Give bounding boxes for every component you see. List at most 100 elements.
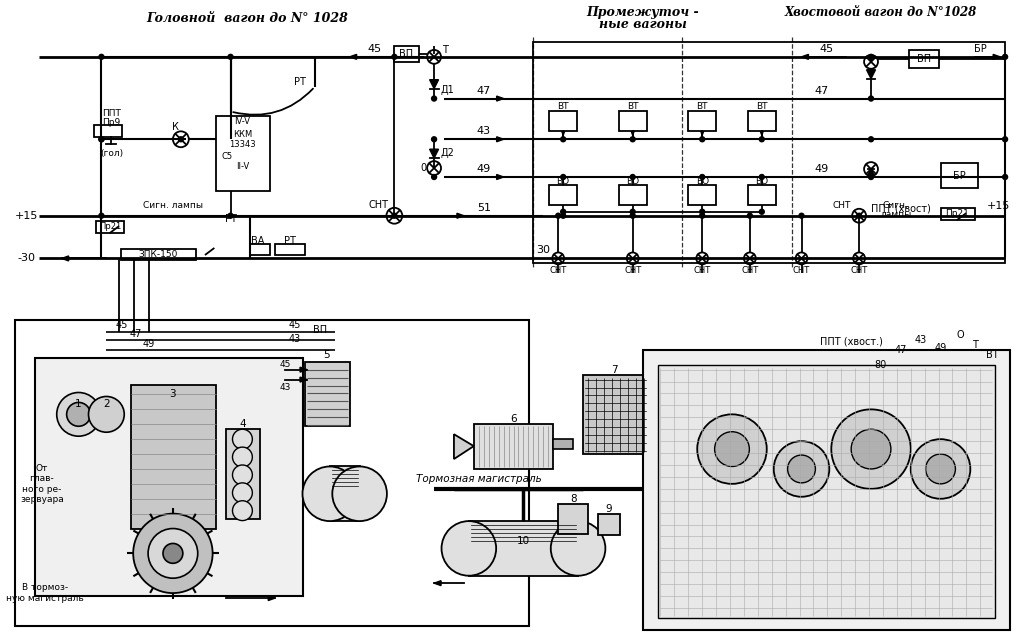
Bar <box>598 513 619 535</box>
Circle shape <box>760 174 764 179</box>
Polygon shape <box>429 79 438 88</box>
Circle shape <box>760 137 764 142</box>
Text: 49: 49 <box>815 164 829 174</box>
Polygon shape <box>801 54 809 60</box>
Text: ВА: ВА <box>250 235 264 246</box>
Circle shape <box>856 213 861 218</box>
Circle shape <box>233 465 252 485</box>
Text: Т: Т <box>442 45 447 55</box>
Circle shape <box>700 209 705 214</box>
Polygon shape <box>496 137 503 142</box>
Text: Д2: Д2 <box>440 148 454 158</box>
Circle shape <box>99 137 104 142</box>
Polygon shape <box>268 595 276 601</box>
Text: 5: 5 <box>323 350 331 360</box>
Text: лампы: лампы <box>881 210 911 219</box>
Polygon shape <box>866 70 876 79</box>
Text: СНТ: СНТ <box>741 266 759 275</box>
Text: 47: 47 <box>477 86 491 96</box>
Bar <box>941 208 975 220</box>
Circle shape <box>864 55 878 69</box>
Text: От
глав-
ного ре-
зервуара: От глав- ного ре- зервуара <box>20 463 64 504</box>
Circle shape <box>555 213 560 218</box>
Text: Сигн. лампы: Сигн. лампы <box>143 201 203 210</box>
Circle shape <box>392 54 397 60</box>
Bar <box>643 350 1010 630</box>
Circle shape <box>631 174 636 179</box>
Circle shape <box>852 209 866 222</box>
Circle shape <box>233 429 252 449</box>
Polygon shape <box>868 169 875 176</box>
Polygon shape <box>62 256 68 261</box>
Circle shape <box>560 209 565 214</box>
Text: ВО: ВО <box>626 178 640 187</box>
Text: Пр21: Пр21 <box>946 209 969 218</box>
Text: 30: 30 <box>536 246 550 256</box>
Circle shape <box>173 131 189 147</box>
Text: 49: 49 <box>935 343 947 353</box>
Text: 43: 43 <box>914 335 926 345</box>
Circle shape <box>233 501 252 520</box>
Text: Головной  вагон до N° 1028: Головной вагон до N° 1028 <box>146 12 349 24</box>
Circle shape <box>700 137 705 142</box>
Text: РТ: РТ <box>225 213 236 224</box>
Text: 7: 7 <box>611 365 618 374</box>
Text: ВП: ВП <box>916 54 931 64</box>
Text: Т: Т <box>972 340 978 350</box>
Text: СНТ: СНТ <box>793 266 811 275</box>
Text: ППТ (хвост): ППТ (хвост) <box>871 204 931 214</box>
Bar <box>276 244 305 256</box>
Circle shape <box>831 410 911 489</box>
Bar <box>689 112 716 131</box>
Text: 3: 3 <box>170 390 176 399</box>
Circle shape <box>700 174 705 179</box>
Circle shape <box>560 137 565 142</box>
Bar <box>305 362 350 426</box>
Text: РТ: РТ <box>284 235 296 246</box>
Text: 2: 2 <box>103 399 110 410</box>
Text: В тормоз-
ную магистраль: В тормоз- ную магистраль <box>6 583 83 603</box>
Circle shape <box>386 208 403 224</box>
Text: IV-V: IV-V <box>235 117 250 126</box>
Circle shape <box>163 544 183 563</box>
Circle shape <box>392 213 397 218</box>
Text: ВП: ВП <box>400 49 413 59</box>
Circle shape <box>869 174 874 179</box>
Bar <box>618 112 647 131</box>
Circle shape <box>869 54 874 60</box>
Circle shape <box>133 513 213 593</box>
Text: 49: 49 <box>143 339 156 349</box>
Circle shape <box>551 521 605 576</box>
Text: ЗПК-150: ЗПК-150 <box>138 250 178 259</box>
Text: 45: 45 <box>820 44 833 54</box>
Text: ВТ: ВТ <box>626 102 639 111</box>
Text: БР: БР <box>953 171 966 181</box>
Text: 47: 47 <box>130 329 142 339</box>
Circle shape <box>799 213 804 218</box>
Bar <box>330 467 360 521</box>
Circle shape <box>747 213 753 218</box>
Text: 13343: 13343 <box>229 140 255 149</box>
Circle shape <box>228 213 233 218</box>
Text: -30: -30 <box>18 253 36 263</box>
Text: ППТ (хвост.): ППТ (хвост.) <box>820 337 883 347</box>
Text: ККМ: ККМ <box>233 130 252 139</box>
Text: Тормозная магистраль: Тормозная магистраль <box>416 474 542 484</box>
Circle shape <box>698 414 767 484</box>
Circle shape <box>795 253 807 264</box>
Bar <box>618 185 647 205</box>
Bar <box>474 424 553 469</box>
Circle shape <box>233 483 252 503</box>
Circle shape <box>431 137 436 142</box>
Bar <box>250 244 271 256</box>
Text: РТ: РТ <box>294 77 306 87</box>
Text: К: К <box>173 122 179 132</box>
Text: БР: БР <box>974 44 986 54</box>
Circle shape <box>631 213 636 218</box>
Polygon shape <box>496 96 503 101</box>
Bar <box>941 163 978 188</box>
Circle shape <box>851 429 891 469</box>
Text: Хвостовой вагон до N°1028: Хвостовой вагон до N°1028 <box>785 6 977 19</box>
Circle shape <box>302 467 357 521</box>
Text: ВТ: ВТ <box>985 350 999 360</box>
